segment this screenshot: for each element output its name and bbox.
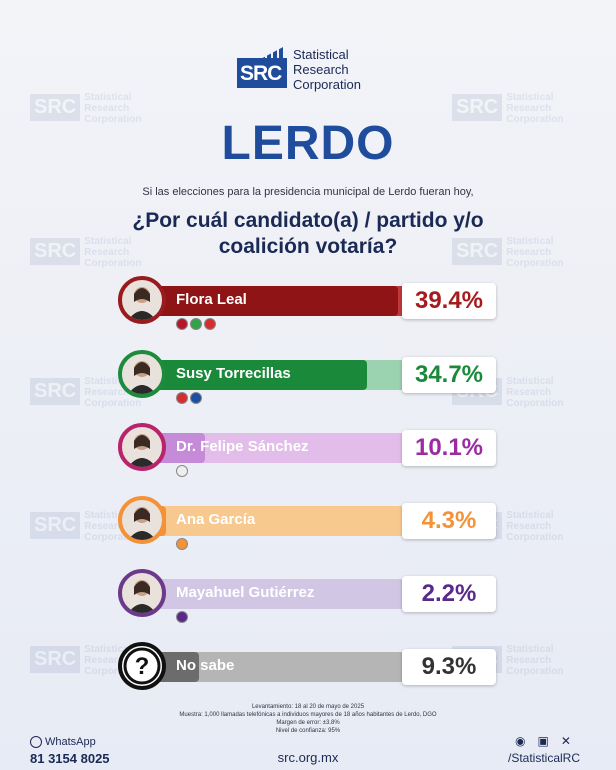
intro-text: Si las elecciones para la presidencia mu… xyxy=(142,186,474,198)
whatsapp-label[interactable]: WhatsApp xyxy=(30,736,96,749)
data-label: 34.7% xyxy=(414,361,484,388)
whatsapp-label-text: WhatsApp xyxy=(45,736,96,748)
value-box: 2.2% xyxy=(402,576,496,612)
methodology-line3: Margen de error: ±3.8% xyxy=(276,720,340,726)
instagram-icon[interactable]: ▣ xyxy=(537,734,549,748)
logo-text: SRC xyxy=(240,62,282,85)
chart-row: Dr. Felipe Sánchez 10.1% xyxy=(118,423,498,477)
page-title: LERDO xyxy=(221,117,395,170)
candidate-photo xyxy=(118,423,166,471)
party-logos xyxy=(176,611,188,623)
src-logo-icon: SRC xyxy=(237,44,287,94)
chart-row: Mayahuel Gutiérrez 2.2% xyxy=(118,569,498,623)
value-box: 39.4% xyxy=(402,283,496,319)
brand-name: Statistical Research Corporation xyxy=(293,47,361,92)
category-label: Susy Torrecillas xyxy=(176,365,291,382)
value-box: 10.1% xyxy=(402,430,496,466)
party-logos xyxy=(176,318,216,330)
party-logos xyxy=(176,465,188,477)
chart-row: Flora Leal 39.4% xyxy=(118,276,498,330)
whatsapp-number[interactable]: 81 3154 8025 xyxy=(30,751,110,766)
chart-row: Susy Torrecillas 34.7% xyxy=(118,350,498,404)
category-label: No sabe xyxy=(176,657,235,674)
party-logos xyxy=(176,392,202,404)
website-link[interactable]: src.org.mx xyxy=(277,750,339,765)
brand-name-line2: Research xyxy=(293,61,349,77)
methodology-line2: Muestra: 1,000 llamadas telefónicas a in… xyxy=(179,712,437,718)
data-label: 4.3% xyxy=(421,507,477,534)
data-label: 9.3% xyxy=(421,653,477,680)
question-line1: ¿Por cuál candidato(a) / partido y/o xyxy=(132,209,484,232)
value-box: 9.3% xyxy=(402,649,496,685)
party-logo-icon xyxy=(176,465,188,477)
methodology-line1: Levantamiento: 18 al 20 de mayo de 2025 xyxy=(251,704,365,710)
chart-row: Ana García 4.3% xyxy=(118,496,498,550)
whatsapp-icon xyxy=(30,736,42,749)
bar xyxy=(138,360,368,390)
party-logo-icon xyxy=(176,392,188,404)
brand-name-line1: Statistical xyxy=(293,46,349,62)
brand-name-line3: Corporation xyxy=(293,76,361,92)
methodology-line4: Nivel de confianza: 95% xyxy=(275,728,341,734)
party-logo-icon xyxy=(204,318,216,330)
party-logo-icon xyxy=(190,318,202,330)
bar-track xyxy=(138,579,402,609)
category-label: Flora Leal xyxy=(176,291,247,308)
question-line2: coalición votaría? xyxy=(218,235,398,258)
candidate-photo xyxy=(118,569,166,617)
data-label: 2.2% xyxy=(421,580,477,607)
party-logos xyxy=(176,538,188,550)
candidate-photo xyxy=(118,350,166,398)
data-label: 39.4% xyxy=(414,287,484,314)
social-icons: ◉ ▣ ✕ xyxy=(515,734,571,748)
methodology-note: Levantamiento: 18 al 20 de mayo de 2025 … xyxy=(0,703,616,735)
chart-row: No sabe 9.3%? xyxy=(118,642,498,694)
category-label: Dr. Felipe Sánchez xyxy=(176,438,309,455)
bar xyxy=(138,286,399,316)
value-box: 34.7% xyxy=(402,357,496,393)
party-logo-icon xyxy=(190,392,202,404)
value-box: 4.3% xyxy=(402,503,496,539)
social-handle[interactable]: /StatisticalRC xyxy=(508,751,581,765)
brand-logo: SRC Statistical Research Corporation xyxy=(237,44,361,94)
category-label: Ana García xyxy=(176,511,256,528)
party-logo-icon xyxy=(176,538,188,550)
question-mark-icon: ? xyxy=(118,642,166,690)
candidate-photo xyxy=(118,496,166,544)
party-logo-icon xyxy=(176,611,188,623)
bar-track xyxy=(138,506,402,536)
facebook-icon[interactable]: ◉ xyxy=(515,734,526,748)
category-label: Mayahuel Gutiérrez xyxy=(176,584,315,601)
party-logo-icon xyxy=(176,318,188,330)
candidate-photo xyxy=(118,276,166,324)
question: ¿Por cuál candidato(a) / partido y/o coa… xyxy=(100,208,516,260)
data-label: 10.1% xyxy=(414,434,484,461)
svg-text:?: ? xyxy=(135,653,150,680)
x-icon[interactable]: ✕ xyxy=(560,734,571,748)
